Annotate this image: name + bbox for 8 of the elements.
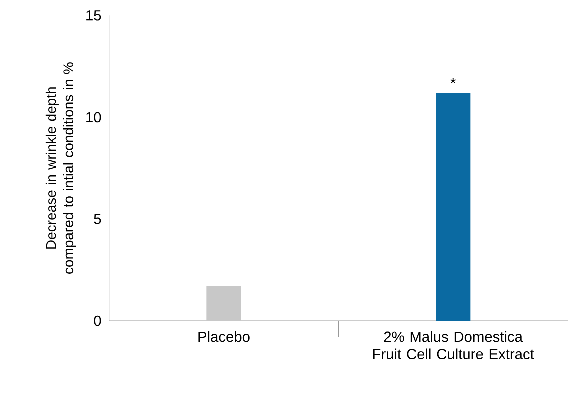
x-tick-label: Placebo — [198, 331, 250, 342]
y-axis-title: Decrease in wrinkle depth compared to intial conditions in % — [46, 62, 76, 274]
y-tick-label: 15 — [86, 10, 102, 21]
y-tick-label: 0 — [94, 316, 102, 326]
y-tick-label: 10 — [86, 112, 102, 123]
x-tick-label: 2% Malus Domestica Fruit Cell Culture Extract — [373, 331, 534, 360]
annotation: * — [450, 78, 456, 84]
y-tick-label: 5 — [94, 214, 102, 224]
